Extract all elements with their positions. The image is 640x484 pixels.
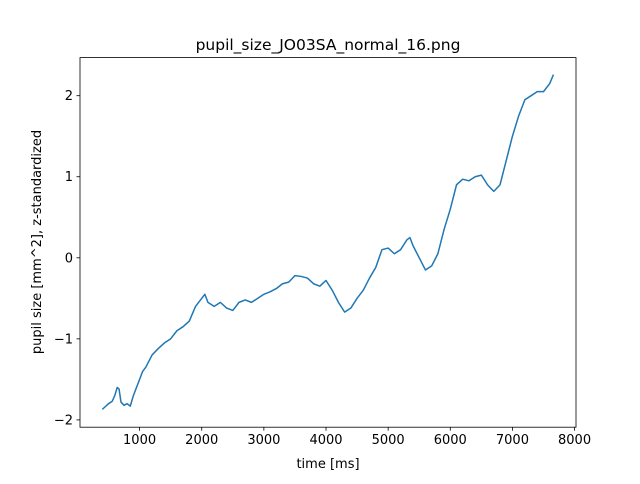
x-tick-label: 7000	[496, 433, 529, 448]
x-tick-label: 8000	[558, 433, 591, 448]
x-tick-label: 6000	[434, 433, 467, 448]
x-axis-label: time [ms]	[296, 457, 359, 472]
y-axis-label: pupil size [mm^2], z-standardized	[30, 130, 45, 354]
y-tick-label: 0	[65, 251, 73, 266]
y-tick-label: 1	[65, 170, 73, 185]
y-tick-label: 2	[65, 89, 73, 104]
x-tick-label: 3000	[247, 433, 280, 448]
plot-frame	[79, 57, 577, 428]
chart-title: pupil_size_JO03SA_normal_16.png	[196, 36, 461, 55]
data-line	[101, 74, 555, 410]
x-tick-label: 4000	[309, 433, 342, 448]
x-tick-label: 2000	[185, 433, 218, 448]
y-tick-label: −1	[54, 332, 73, 347]
x-tick-label: 5000	[372, 433, 405, 448]
x-tick-label: 1000	[123, 433, 156, 448]
y-tick-label: −2	[54, 413, 73, 428]
